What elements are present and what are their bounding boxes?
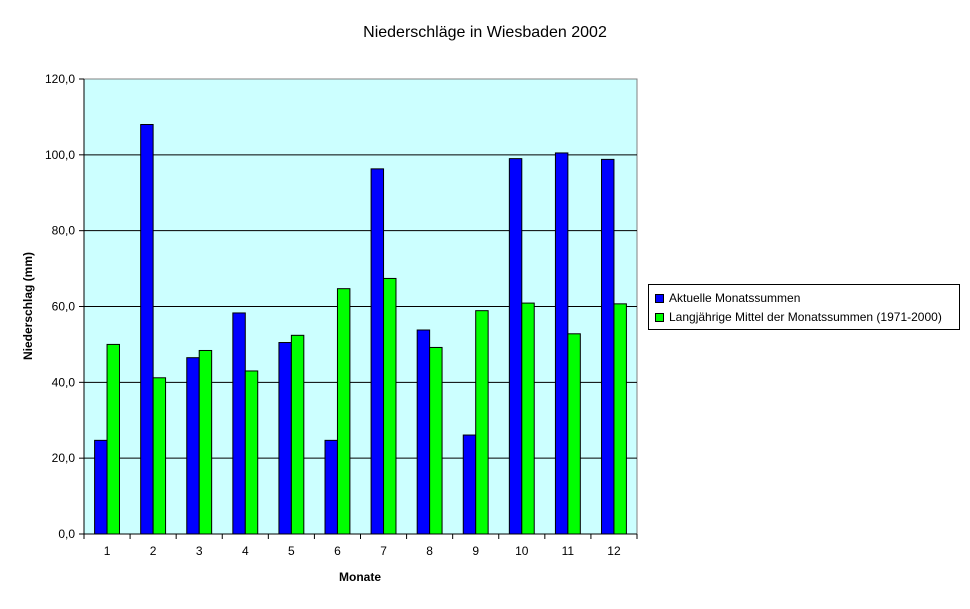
y-tick-label: 60,0 bbox=[52, 300, 76, 314]
chart-title: Niederschläge in Wiesbaden 2002 bbox=[363, 24, 607, 41]
y-tick-label: 40,0 bbox=[52, 375, 76, 389]
bar-series-2 bbox=[198, 349, 213, 535]
bar-series-1 bbox=[232, 312, 246, 535]
bar-series-1 bbox=[140, 124, 154, 535]
bar-series-1 bbox=[94, 439, 108, 535]
gridlines bbox=[84, 154, 637, 459]
legend-label-series-2: Langjährige Mittel der Monatssummen (197… bbox=[669, 310, 942, 324]
x-tick-label: 1 bbox=[104, 544, 111, 558]
x-tick-label: 10 bbox=[515, 544, 529, 558]
bar-series-1 bbox=[370, 168, 385, 535]
bar-series-1 bbox=[601, 158, 615, 535]
legend-label-series-1: Aktuelle Monatssummen bbox=[669, 291, 801, 305]
y-axis-label: Niederschlag (mm) bbox=[21, 252, 35, 360]
bar-series-2 bbox=[613, 303, 627, 535]
x-tick-label: 8 bbox=[426, 544, 433, 558]
bar-series-2 bbox=[521, 302, 535, 535]
bar-series-2 bbox=[429, 346, 443, 535]
bar-series-2 bbox=[475, 310, 489, 535]
x-tick-label: 7 bbox=[380, 544, 387, 558]
bar-series-2 bbox=[336, 288, 351, 535]
bar-series-1 bbox=[324, 439, 338, 535]
bar-series-1 bbox=[416, 329, 431, 535]
y-tick-label: 80,0 bbox=[52, 224, 76, 238]
x-tick-label: 3 bbox=[196, 544, 203, 558]
bar-series-1 bbox=[554, 152, 569, 535]
x-tick-label: 2 bbox=[150, 544, 157, 558]
x-tick-label: 9 bbox=[472, 544, 479, 558]
bar-series-2 bbox=[106, 343, 120, 535]
legend-item-series-2: Langjährige Mittel der Monatssummen (197… bbox=[655, 309, 942, 325]
x-tick-label: 11 bbox=[562, 544, 575, 558]
legend-swatch-series-2 bbox=[655, 312, 664, 322]
bar-series-2 bbox=[290, 334, 305, 535]
bar-series-2 bbox=[567, 333, 581, 535]
bar-series-2 bbox=[152, 377, 167, 535]
legend-item-series-1: Aktuelle Monatssummen bbox=[655, 290, 800, 306]
x-tick-label: 12 bbox=[607, 544, 621, 558]
legend-swatch-series-1 bbox=[655, 293, 664, 303]
y-tick-label: 100,0 bbox=[45, 148, 75, 162]
bar-series-1 bbox=[278, 342, 292, 535]
y-tick-label: 120,0 bbox=[45, 72, 75, 86]
y-tick-label: 20,0 bbox=[52, 451, 76, 465]
x-axis-label: Monate bbox=[339, 570, 381, 584]
x-tick-label: 4 bbox=[242, 544, 249, 558]
bar-series-2 bbox=[383, 277, 397, 535]
y-tick-label: 0,0 bbox=[58, 527, 75, 541]
x-tick-label: 5 bbox=[288, 544, 295, 558]
bar-series-2 bbox=[244, 370, 259, 535]
legend: Aktuelle Monatssummen Langjährige Mittel… bbox=[648, 284, 960, 330]
bar-series-1 bbox=[508, 158, 523, 535]
bar-series-1 bbox=[186, 357, 200, 535]
x-tick-label: 6 bbox=[334, 544, 341, 558]
bar-series-1 bbox=[462, 434, 477, 535]
